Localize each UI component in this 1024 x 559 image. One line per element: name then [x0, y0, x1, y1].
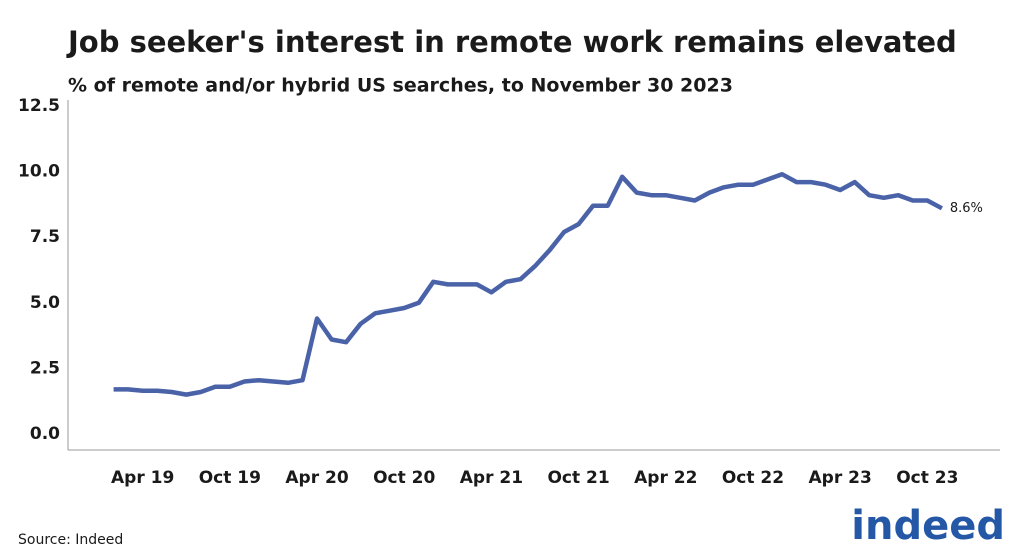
x-tick-label: Apr 21: [460, 468, 523, 488]
x-tick-label: Oct 19: [199, 468, 261, 488]
x-tick-label: Apr 22: [634, 468, 697, 488]
y-tick-label: 2.5: [30, 358, 60, 378]
x-tick-label: Apr 20: [285, 468, 348, 488]
y-tick-label: 10.0: [18, 162, 60, 182]
value-label: 8.6%: [950, 201, 983, 216]
chart-title: Job seeker's interest in remote work rem…: [66, 25, 957, 59]
line: [113, 171, 943, 397]
y-tick-label: 7.5: [30, 227, 60, 247]
y-tick-label: 12.5: [18, 96, 60, 116]
x-tick-label: Apr 19: [111, 468, 174, 488]
x-tick-label: Oct 22: [722, 468, 784, 488]
x-tick-label: Oct 20: [373, 468, 435, 488]
x-tick-label: Apr 23: [809, 468, 872, 488]
x-tick-label: Oct 23: [896, 468, 958, 488]
y-tick-label: 5.0: [30, 293, 60, 313]
logo: indeed: [851, 503, 1005, 549]
y-tick-label: 0.0: [30, 424, 60, 444]
x-tick-label: Oct 21: [547, 468, 609, 488]
source: Source: Indeed: [18, 532, 123, 548]
chart-subtitle: % of remote and/or hybrid US searches, t…: [68, 75, 733, 97]
